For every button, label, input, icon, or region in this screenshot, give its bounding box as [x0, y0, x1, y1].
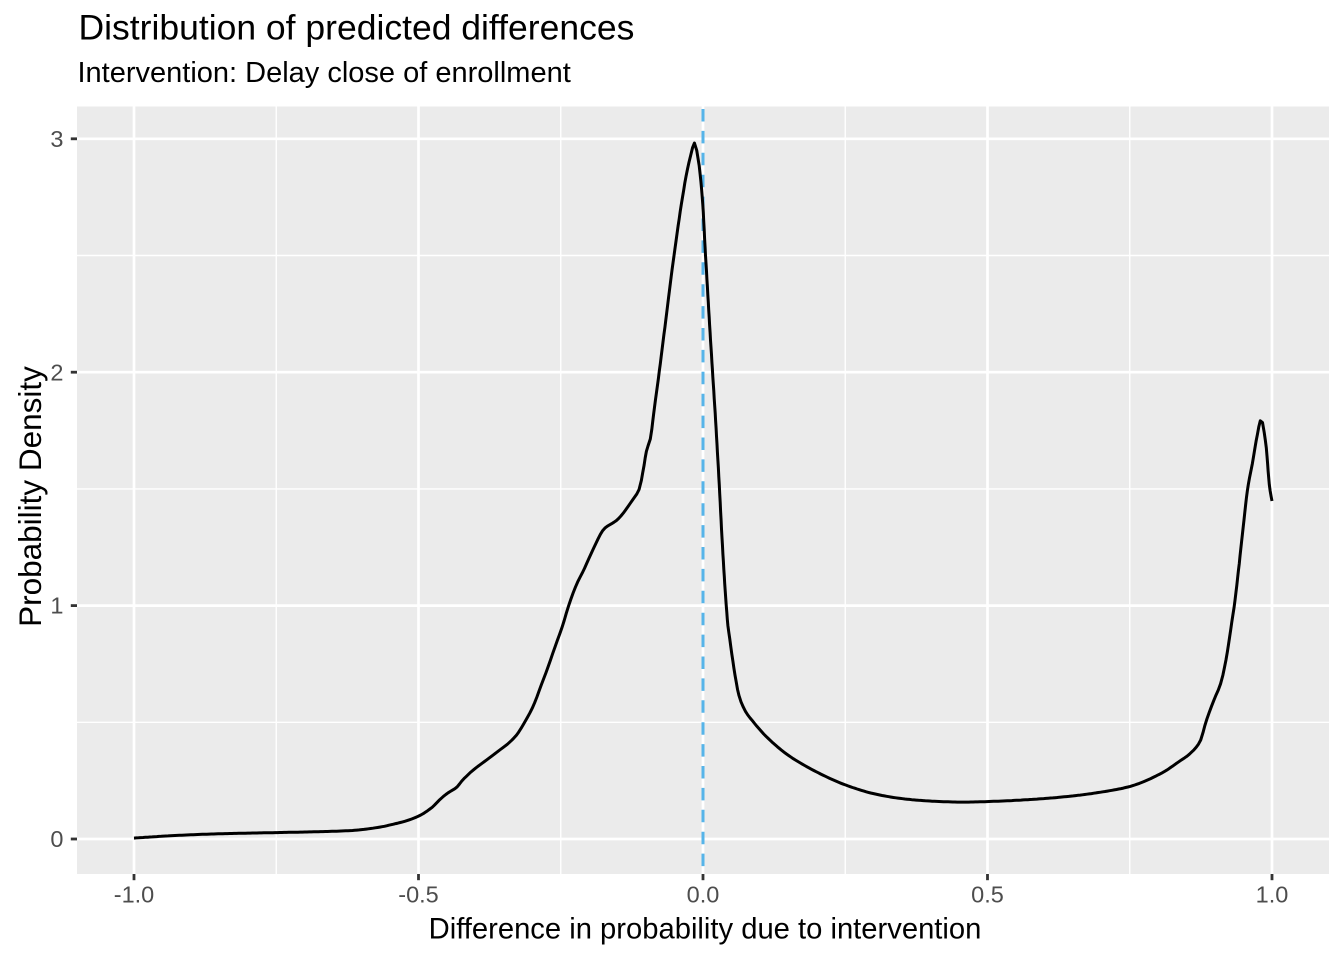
svg-text:0.5: 0.5: [971, 882, 1004, 908]
svg-text:1.0: 1.0: [1256, 882, 1289, 908]
svg-text:Difference in probability due: Difference in probability due to interve…: [429, 914, 982, 946]
svg-text:0.0: 0.0: [687, 882, 720, 908]
svg-text:Distribution of predicted diff: Distribution of predicted differences: [79, 8, 635, 48]
svg-text:1: 1: [50, 593, 63, 619]
svg-text:Probability Density: Probability Density: [12, 366, 48, 627]
svg-text:Intervention: Delay close of e: Intervention: Delay close of enrollment: [78, 57, 571, 89]
svg-text:0: 0: [50, 826, 63, 852]
svg-text:2: 2: [50, 359, 63, 385]
svg-text:3: 3: [50, 126, 63, 152]
svg-text:-1.0: -1.0: [114, 882, 155, 908]
svg-text:-0.5: -0.5: [398, 882, 439, 908]
